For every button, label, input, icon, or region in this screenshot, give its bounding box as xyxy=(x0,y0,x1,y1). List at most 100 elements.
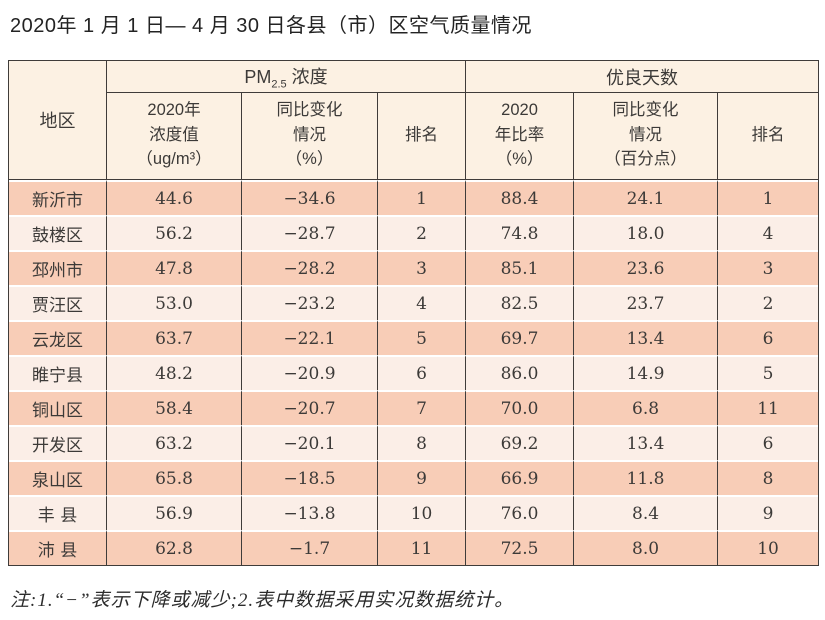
pm-value-cell: 65.8 xyxy=(107,460,242,495)
ratio-cell: 86.0 xyxy=(466,355,575,390)
ratio-change-cell: 13.4 xyxy=(574,425,719,460)
footnote: 注:1.“−”表示下降或减少;2.表中数据采用实况数据统计。 xyxy=(10,590,515,611)
pm-rank-cell: 7 xyxy=(378,390,467,425)
ratio-cell: 69.2 xyxy=(466,425,575,460)
table-header: 地区 PM2.5 浓度 优良天数 2020年 浓度值 （ug/m³） 同比变化 … xyxy=(9,61,819,180)
ratio-cell: 69.7 xyxy=(466,320,575,355)
page-title: 2020年 1 月 1 日— 4 月 30 日各县（市）区空气质量情况 xyxy=(10,15,533,37)
ratio-cell: 85.1 xyxy=(466,250,575,285)
region-cell: 邳州市 xyxy=(9,250,107,285)
header-group-row: 地区 PM2.5 浓度 优良天数 xyxy=(9,61,819,180)
region-cell: 云龙区 xyxy=(9,320,107,355)
days-rank-cell: 8 xyxy=(718,460,819,495)
pm-rank-cell: 10 xyxy=(378,495,467,530)
column-header-pm-rank: 排名 xyxy=(378,93,467,180)
ratio-cell: 76.0 xyxy=(466,495,575,530)
pm25-label-subscript: 2.5 xyxy=(271,78,287,91)
table-row: 泉山区 65.8 −18.5 9 66.9 11.8 8 xyxy=(9,460,819,495)
pm-change-cell: −13.8 xyxy=(242,495,378,530)
pm-value-cell: 47.8 xyxy=(107,250,242,285)
column-group-good-days: 优良天数 xyxy=(466,61,819,93)
ratio-change-cell: 6.8 xyxy=(574,390,719,425)
column-header-ratio: 2020 年比率 （%） xyxy=(466,93,575,180)
region-cell: 铜山区 xyxy=(9,390,107,425)
pm-value-cell: 56.9 xyxy=(107,495,242,530)
pm-rank-cell: 4 xyxy=(378,285,467,320)
region-cell: 新沂市 xyxy=(9,180,107,215)
pm-change-cell: −20.7 xyxy=(242,390,378,425)
pm-rank-cell: 3 xyxy=(378,250,467,285)
region-cell: 睢宁县 xyxy=(9,355,107,390)
table-row: 鼓楼区 56.2 −28.7 2 74.8 18.0 4 xyxy=(9,215,819,250)
column-header-pm-change: 同比变化 情况 （%） xyxy=(242,93,378,180)
pm-change-cell: −18.5 xyxy=(242,460,378,495)
ratio-cell: 72.5 xyxy=(466,530,575,565)
region-cell: 丰 县 xyxy=(9,495,107,530)
pm-rank-cell: 2 xyxy=(378,215,467,250)
days-rank-cell: 9 xyxy=(718,495,819,530)
region-cell: 泉山区 xyxy=(9,460,107,495)
pm-rank-cell: 11 xyxy=(378,530,467,565)
pm-value-cell: 58.4 xyxy=(107,390,242,425)
ratio-cell: 82.5 xyxy=(466,285,575,320)
ratio-cell: 88.4 xyxy=(466,180,575,215)
pm-change-cell: −28.2 xyxy=(242,250,378,285)
column-header-ratio-change: 同比变化 情况 （百分点） xyxy=(574,93,719,180)
pm-rank-cell: 6 xyxy=(378,355,467,390)
pm-rank-cell: 1 xyxy=(378,180,467,215)
days-rank-cell: 11 xyxy=(718,390,819,425)
column-header-region: 地区 xyxy=(9,61,107,180)
region-cell: 贾汪区 xyxy=(9,285,107,320)
pm-value-cell: 63.2 xyxy=(107,425,242,460)
ratio-cell: 70.0 xyxy=(466,390,575,425)
header-sub-row: 2020年 浓度值 （ug/m³） 同比变化 情况 （%） 排名 2020 年比… xyxy=(9,93,819,180)
days-rank-cell: 4 xyxy=(718,215,819,250)
ratio-change-cell: 14.9 xyxy=(574,355,719,390)
pm-change-cell: −20.1 xyxy=(242,425,378,460)
table-row: 新沂市 44.6 −34.6 1 88.4 24.1 1 xyxy=(9,180,819,215)
pm-change-cell: −28.7 xyxy=(242,215,378,250)
pm-value-cell: 56.2 xyxy=(107,215,242,250)
ratio-change-cell: 11.8 xyxy=(574,460,719,495)
table-row: 沛 县 62.8 −1.7 11 72.5 8.0 10 xyxy=(9,530,819,565)
region-cell: 沛 县 xyxy=(9,530,107,565)
table-row: 邳州市 47.8 −28.2 3 85.1 23.6 3 xyxy=(9,250,819,285)
pm-change-cell: −1.7 xyxy=(242,530,378,565)
column-header-pm-value: 2020年 浓度值 （ug/m³） xyxy=(107,93,242,180)
pm-rank-cell: 5 xyxy=(378,320,467,355)
pm-value-cell: 44.6 xyxy=(107,180,242,215)
table-row: 睢宁县 48.2 −20.9 6 86.0 14.9 5 xyxy=(9,355,819,390)
region-cell: 鼓楼区 xyxy=(9,215,107,250)
ratio-cell: 66.9 xyxy=(466,460,575,495)
pm-change-cell: −23.2 xyxy=(242,285,378,320)
pm25-label-suffix: 浓度 xyxy=(286,66,328,87)
pm25-label-prefix: PM xyxy=(244,66,272,87)
region-cell: 开发区 xyxy=(9,425,107,460)
column-header-days-rank: 排名 xyxy=(718,93,819,180)
pm-value-cell: 48.2 xyxy=(107,355,242,390)
table-row: 开发区 63.2 −20.1 8 69.2 13.4 6 xyxy=(9,425,819,460)
days-rank-cell: 10 xyxy=(718,530,819,565)
table-row: 云龙区 63.7 −22.1 5 69.7 13.4 6 xyxy=(9,320,819,355)
pm-value-cell: 63.7 xyxy=(107,320,242,355)
ratio-change-cell: 8.4 xyxy=(574,495,719,530)
pm-change-cell: −22.1 xyxy=(242,320,378,355)
ratio-change-cell: 18.0 xyxy=(574,215,719,250)
ratio-change-cell: 8.0 xyxy=(574,530,719,565)
days-rank-cell: 2 xyxy=(718,285,819,320)
column-group-pm25: PM2.5 浓度 xyxy=(107,61,467,93)
days-rank-cell: 5 xyxy=(718,355,819,390)
ratio-change-cell: 24.1 xyxy=(574,180,719,215)
ratio-cell: 74.8 xyxy=(466,215,575,250)
pm-rank-cell: 9 xyxy=(378,460,467,495)
table-body: 新沂市 44.6 −34.6 1 88.4 24.1 1 鼓楼区 56.2 −28.7 2 74.8 1… xyxy=(9,180,819,565)
pm-value-cell: 53.0 xyxy=(107,285,242,320)
days-rank-cell: 6 xyxy=(718,425,819,460)
air-quality-table: 地区 PM2.5 浓度 优良天数 2020年 浓度值 （ug/m³） 同比变化 … xyxy=(8,60,820,566)
table-row: 铜山区 58.4 −20.7 7 70.0 6.8 11 xyxy=(9,390,819,425)
days-rank-cell: 6 xyxy=(718,320,819,355)
days-rank-cell: 1 xyxy=(718,180,819,215)
pm-change-cell: −20.9 xyxy=(242,355,378,390)
ratio-change-cell: 23.6 xyxy=(574,250,719,285)
